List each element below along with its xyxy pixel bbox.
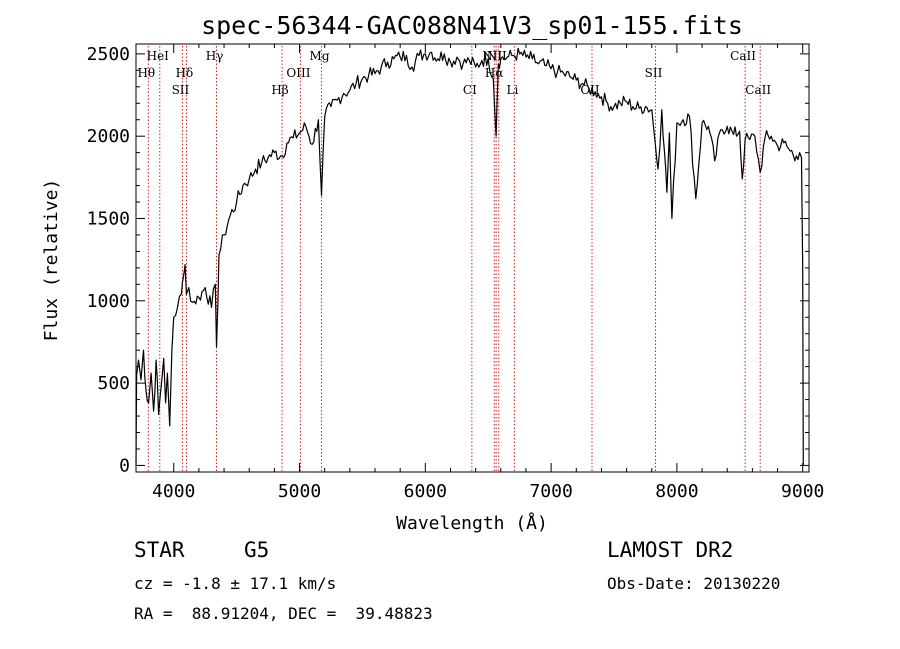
survey-name: LAMOST DR2	[607, 538, 734, 562]
redshift-readout: cz = -1.8 ± 17.1 km/s	[134, 574, 337, 593]
line-markers	[147, 46, 761, 471]
chart-title: spec-56344-GAC088N41V3_sp01-155.fits	[201, 11, 743, 40]
x-axis-ticks: 4000 5000 6000 7000 8000 9000	[152, 44, 824, 502]
y-axis-ticks: 0 500 1000 1500 2000 2500	[87, 44, 809, 476]
y-tick-label: 2000	[87, 126, 130, 147]
x-axis-label: Wavelength (Å)	[396, 512, 548, 534]
coordinates-readout: RA = 88.91204, DEC = 39.48823	[134, 604, 433, 623]
y-axis-label: Flux (relative)	[41, 179, 62, 342]
x-tick-label: 5000	[278, 481, 321, 502]
marker-label: Hδ	[176, 66, 194, 80]
marker-label: SII	[172, 83, 190, 97]
y-tick-label: 1000	[87, 291, 130, 312]
object-type: STAR	[134, 538, 185, 562]
y-tick-label: 500	[97, 373, 130, 394]
y-tick-label: 0	[119, 455, 130, 476]
marker-label: NII	[487, 49, 507, 63]
marker-label: Hβ	[271, 83, 288, 97]
spectrum-line	[135, 47, 804, 466]
marker-label: CaII	[730, 49, 756, 63]
marker-label: CI	[463, 83, 477, 97]
marker-label: Mg	[310, 49, 330, 63]
spectral-subclass: G5	[244, 538, 270, 562]
observation-date: Obs-Date: 20130220	[607, 574, 781, 593]
x-tick-label: 6000	[404, 481, 447, 502]
x-tick-label: 4000	[152, 481, 195, 502]
marker-label: Hγ	[206, 49, 224, 63]
y-tick-label: 2500	[87, 44, 130, 65]
marker-label: OIII	[286, 66, 310, 80]
marker-label: Li	[506, 83, 518, 97]
plot-frame	[135, 43, 810, 473]
x-tick-label: 8000	[655, 481, 698, 502]
x-tick-label: 9000	[781, 481, 824, 502]
x-tick-label: 7000	[529, 481, 572, 502]
marker-label: SII	[645, 66, 663, 80]
marker-label: Hθ	[137, 66, 155, 80]
marker-label: CaII	[745, 83, 771, 97]
y-tick-label: 1500	[87, 208, 130, 229]
marker-label: HeI	[147, 49, 170, 63]
marker-label: Hα	[485, 66, 504, 80]
marker-label: NII	[482, 49, 502, 63]
